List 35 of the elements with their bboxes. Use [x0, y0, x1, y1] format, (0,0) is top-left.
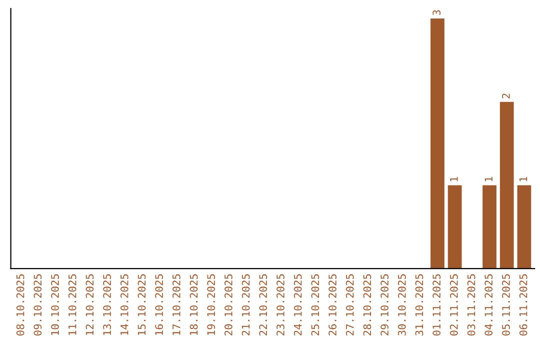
x-tick-label: 09.10.2025 — [34, 274, 42, 336]
x-tick-label: 01.11.2025 — [432, 274, 441, 336]
x-tick-label: 25.10.2025 — [311, 274, 320, 336]
x-tick-label: 26.10.2025 — [328, 274, 336, 336]
x-tick-label: 15.10.2025 — [138, 274, 146, 335]
x-tick-label: 21.10.2025 — [242, 274, 250, 336]
x-tick-label: 08.10.2025 — [16, 274, 24, 336]
x-tick-label: 20.10.2025 — [224, 274, 232, 336]
data-label: 1 — [520, 176, 528, 182]
x-tick-label: 14.10.2025 — [120, 274, 128, 335]
x-tick-label: 18.10.2025 — [190, 274, 198, 335]
x-tick-label: 22.10.2025 — [259, 274, 268, 336]
x-tick-label: 12.10.2025 — [86, 274, 94, 335]
x-tick-label: 19.10.2025 — [207, 274, 216, 335]
x-tick-label: 31.10.2025 — [415, 274, 424, 336]
data-label: 3 — [432, 10, 441, 16]
x-tick-label: 03.11.2025 — [467, 274, 476, 336]
x-tick-label: 13.10.2025 — [103, 274, 111, 335]
data-label: 2 — [502, 94, 510, 98]
x-tick-label: 24.10.2025 — [294, 274, 302, 336]
x-tick-label: 02.11.2025 — [450, 274, 458, 336]
x-tick-label: 06.11.2025 — [519, 274, 528, 336]
data-label: 1 — [450, 176, 458, 182]
x-tick-label: 10.10.2025 — [51, 274, 59, 335]
x-tick-label: 27.10.2025 — [346, 274, 354, 336]
x-tick-label: 30.10.2025 — [398, 274, 406, 336]
x-tick-label: 17.10.2025 — [172, 274, 180, 335]
x-tick-label: 05.11.2025 — [502, 274, 510, 336]
x-tick-label: 11.10.2025 — [68, 274, 76, 335]
x-tick-label: 29.10.2025 — [380, 274, 388, 336]
data-label: 1 — [484, 176, 492, 182]
x-tick-label: 16.10.2025 — [155, 274, 164, 335]
x-tick-label: 28.10.2025 — [363, 274, 372, 336]
x-tick-label: 04.11.2025 — [484, 274, 493, 336]
x-tick-label: 23.10.2025 — [276, 274, 284, 336]
